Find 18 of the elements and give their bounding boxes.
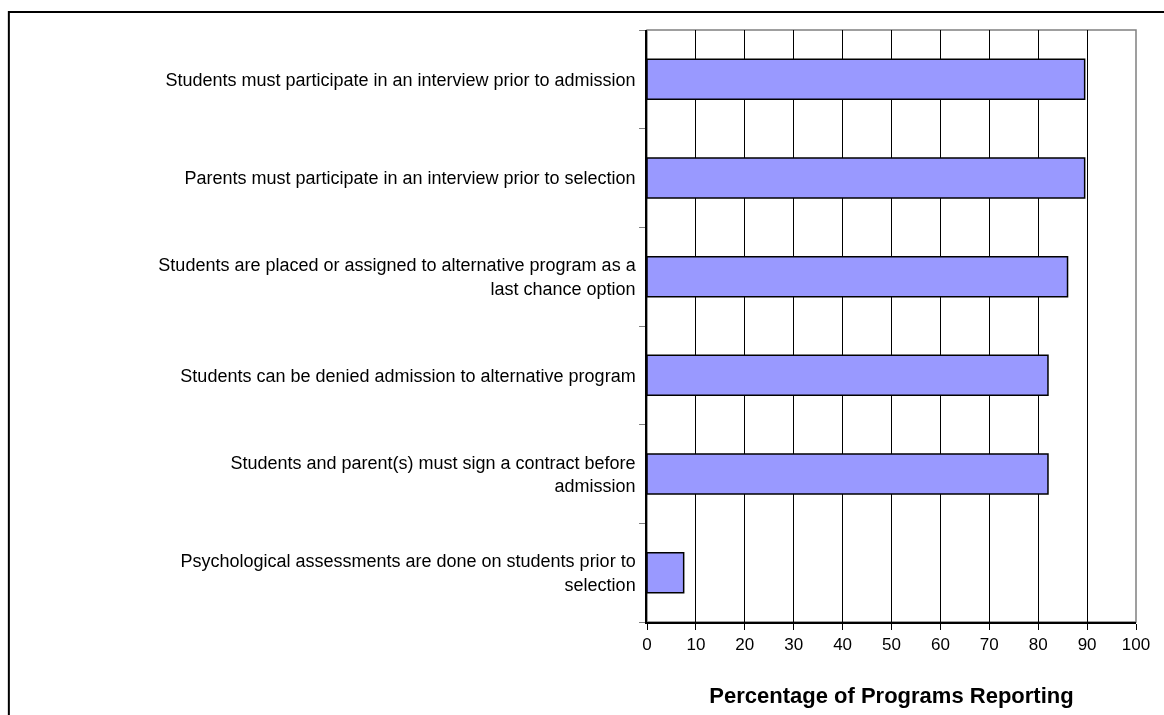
y-tick-label: Students are placed or assigned to alternative program as a last chance option xyxy=(158,255,637,299)
x-tick-label: 10 xyxy=(686,635,706,655)
x-tick-label: 80 xyxy=(1028,635,1048,655)
x-tick-label: 40 xyxy=(833,635,853,655)
x-tick-label: 0 xyxy=(642,635,652,655)
x-tick-label: 70 xyxy=(979,635,999,655)
y-tick-label: Psychological assessments are done on students prior to selection xyxy=(180,551,636,595)
x-tick-label: 50 xyxy=(882,635,901,655)
x-tick-label: 30 xyxy=(784,635,804,655)
x-tick-label: 60 xyxy=(930,635,950,655)
x-axis-title: Percentage of Programs Reporting xyxy=(709,682,1074,708)
x-tick-label: 100 xyxy=(1121,635,1151,655)
x-tick-label: 20 xyxy=(735,635,755,655)
y-tick-label: Students must participate in an interview prior to admission xyxy=(165,69,636,90)
y-tick-label: Students can be denied admission to alternative program xyxy=(180,365,636,386)
y-tick-label: Students and parent(s) must sign a contract before admission xyxy=(230,452,636,496)
x-tick-label: 90 xyxy=(1077,635,1097,655)
y-tick-label: Parents must participate in an interview prior to selection xyxy=(184,168,636,189)
